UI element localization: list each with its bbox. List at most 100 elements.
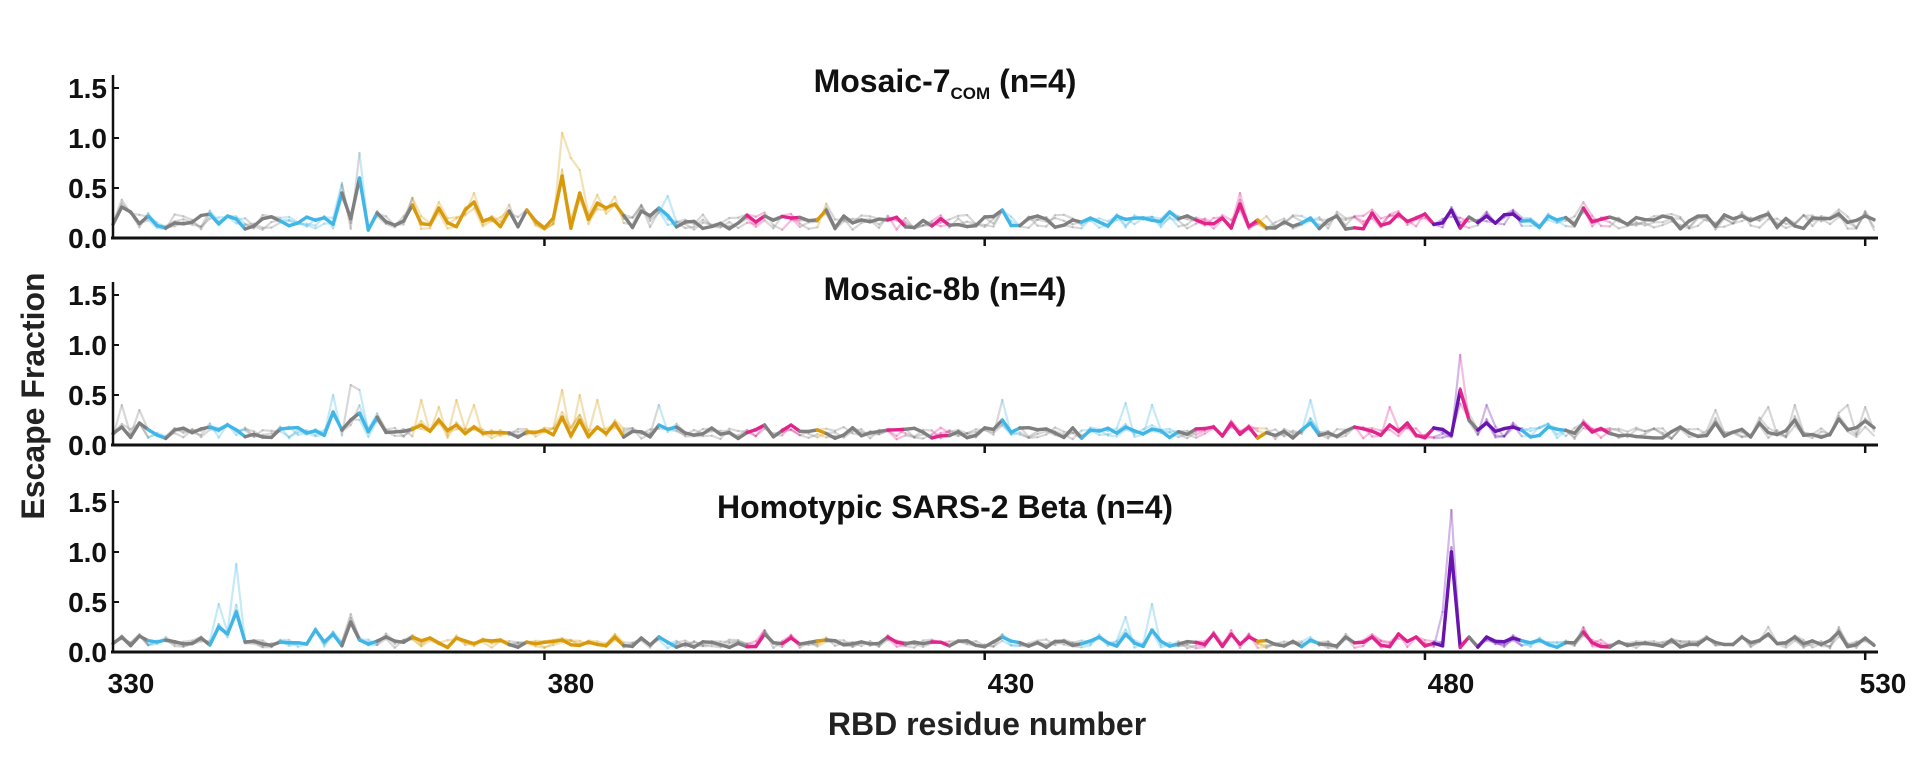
replicate-trace-segment bbox=[745, 221, 757, 226]
mean-trace-segment bbox=[1150, 628, 1163, 643]
replicate-trace-segment bbox=[1027, 430, 1039, 438]
replicate-trace-segment bbox=[825, 202, 837, 221]
mean-trace-segment bbox=[164, 428, 177, 441]
replicate-trace-segment bbox=[182, 215, 194, 221]
replicate-trace-segment bbox=[1115, 615, 1127, 642]
replicate-trace-segment bbox=[1511, 208, 1523, 219]
panel-title-main: Homotypic SARS-2 Beta bbox=[717, 489, 1087, 525]
replicate-trace-segment bbox=[305, 224, 317, 230]
mean-trace-segment bbox=[1299, 638, 1313, 649]
mean-trace-segment bbox=[1044, 217, 1057, 229]
replicate-trace-segment bbox=[684, 225, 696, 230]
replicate-trace-segment bbox=[376, 637, 388, 647]
replicate-trace-segment bbox=[939, 426, 951, 435]
replicate-trace bbox=[111, 545, 1876, 650]
mean-trace-segment bbox=[674, 425, 687, 435]
mean-trace-segment bbox=[428, 206, 441, 227]
replicate-trace-segment bbox=[957, 213, 969, 217]
panel-title: Homotypic SARS-2 Beta (n=4) bbox=[717, 489, 1173, 525]
replicate-trace-segment bbox=[244, 427, 255, 433]
replicate-trace-segment bbox=[957, 428, 969, 435]
mean-trace-segment bbox=[1167, 430, 1181, 440]
replicate-trace-segment bbox=[1696, 427, 1708, 436]
replicate-trace-segment bbox=[1115, 428, 1127, 438]
replicate-trace-segment bbox=[596, 640, 608, 645]
mean-trace-segment bbox=[1863, 636, 1876, 647]
mean-trace-segment bbox=[1141, 628, 1154, 649]
mean-trace-segment bbox=[120, 425, 133, 440]
replicate-trace-segment bbox=[332, 181, 343, 219]
replicate-trace-segment bbox=[1687, 217, 1700, 230]
mean-trace-segment bbox=[1423, 426, 1436, 440]
replicate-trace-segment bbox=[1353, 215, 1365, 223]
replicate-trace-segment bbox=[710, 434, 722, 441]
replicate-trace-segment bbox=[1758, 424, 1770, 439]
mean-trace-segment bbox=[296, 425, 309, 435]
replicate-trace-segment bbox=[640, 639, 652, 649]
mean-trace-segment bbox=[199, 636, 212, 647]
x-tick-label: 380 bbox=[548, 668, 595, 699]
mean-trace-segment bbox=[463, 200, 476, 212]
mean-trace-segment bbox=[1361, 635, 1374, 644]
replicate-trace-segment bbox=[261, 429, 273, 432]
replicate-trace-segment bbox=[807, 433, 819, 439]
mean-trace-segment bbox=[1062, 218, 1075, 227]
x-tick-label: 430 bbox=[988, 668, 1035, 699]
replicate-trace-segment bbox=[1370, 208, 1383, 220]
replicate-trace-segment bbox=[1643, 640, 1656, 643]
replicate-trace-segment bbox=[560, 637, 573, 643]
mean-trace-segment bbox=[1396, 212, 1410, 224]
replicate-trace-segment bbox=[1186, 643, 1198, 650]
replicate-trace-segment bbox=[781, 634, 793, 643]
mean-trace-segment bbox=[1740, 635, 1753, 645]
mean-trace-segment bbox=[234, 610, 247, 644]
replicate-trace-segment bbox=[235, 215, 247, 225]
mean-trace-segment bbox=[622, 429, 635, 439]
replicate-trace-segment bbox=[1168, 217, 1180, 222]
replicate-trace-segment bbox=[1670, 427, 1682, 440]
replicate-trace-segment bbox=[798, 434, 810, 439]
mean-trace-segment bbox=[366, 211, 379, 232]
mean-trace-segment bbox=[1784, 635, 1797, 645]
mean-trace-segment bbox=[551, 174, 564, 220]
replicate-trace-segment bbox=[1793, 214, 1805, 225]
panel-title-main: Mosaic-7 bbox=[814, 63, 951, 99]
mean-trace-segment bbox=[1837, 212, 1850, 225]
mean-trace-segment bbox=[551, 415, 564, 437]
replicate-trace-segment bbox=[1670, 213, 1682, 219]
x-tick-label: 330 bbox=[108, 668, 155, 699]
replicate-trace-segment bbox=[789, 428, 801, 437]
replicate-trace-segment bbox=[1547, 641, 1559, 645]
mean-trace-segment bbox=[1458, 215, 1471, 230]
replicate-trace-segment bbox=[1679, 427, 1691, 438]
replicate-trace-segment bbox=[1855, 425, 1867, 438]
mean-trace-segment bbox=[727, 221, 740, 231]
replicate-trace-segment bbox=[1115, 401, 1127, 430]
replicate-trace-segment bbox=[921, 638, 934, 642]
mean-trace-segment bbox=[349, 176, 362, 221]
mean-trace-segment bbox=[1528, 218, 1542, 230]
replicate-trace-segment bbox=[411, 637, 423, 647]
mean-trace-segment bbox=[1484, 214, 1498, 225]
y-tick-label: 0.5 bbox=[68, 380, 107, 411]
replicate-trace-segment bbox=[1503, 427, 1515, 438]
mean-trace-segment bbox=[1828, 630, 1841, 643]
replicate-trace-segment bbox=[200, 213, 211, 231]
mean-trace-segment bbox=[1018, 216, 1031, 228]
mean-trace-segment bbox=[789, 636, 802, 646]
replicate-trace-segment bbox=[1177, 223, 1189, 228]
replicate-trace-segment bbox=[208, 209, 220, 223]
replicate-trace-segment bbox=[1599, 638, 1611, 648]
replicate-trace-segment bbox=[490, 214, 502, 223]
mean-trace-segment bbox=[454, 208, 467, 229]
replicate-trace-segment bbox=[1133, 433, 1145, 438]
replicate-trace-segment bbox=[587, 193, 599, 216]
replicate-trace-segment bbox=[1635, 428, 1647, 433]
replicate-trace-segment bbox=[613, 632, 625, 644]
mean-trace-segment bbox=[234, 428, 247, 439]
replicate-trace-segment bbox=[182, 639, 194, 643]
replicate-trace-segment bbox=[1388, 405, 1400, 430]
mean-trace-segment bbox=[1766, 212, 1779, 229]
mean-trace-segment bbox=[991, 418, 1004, 432]
replicate-trace-segment bbox=[648, 211, 661, 222]
